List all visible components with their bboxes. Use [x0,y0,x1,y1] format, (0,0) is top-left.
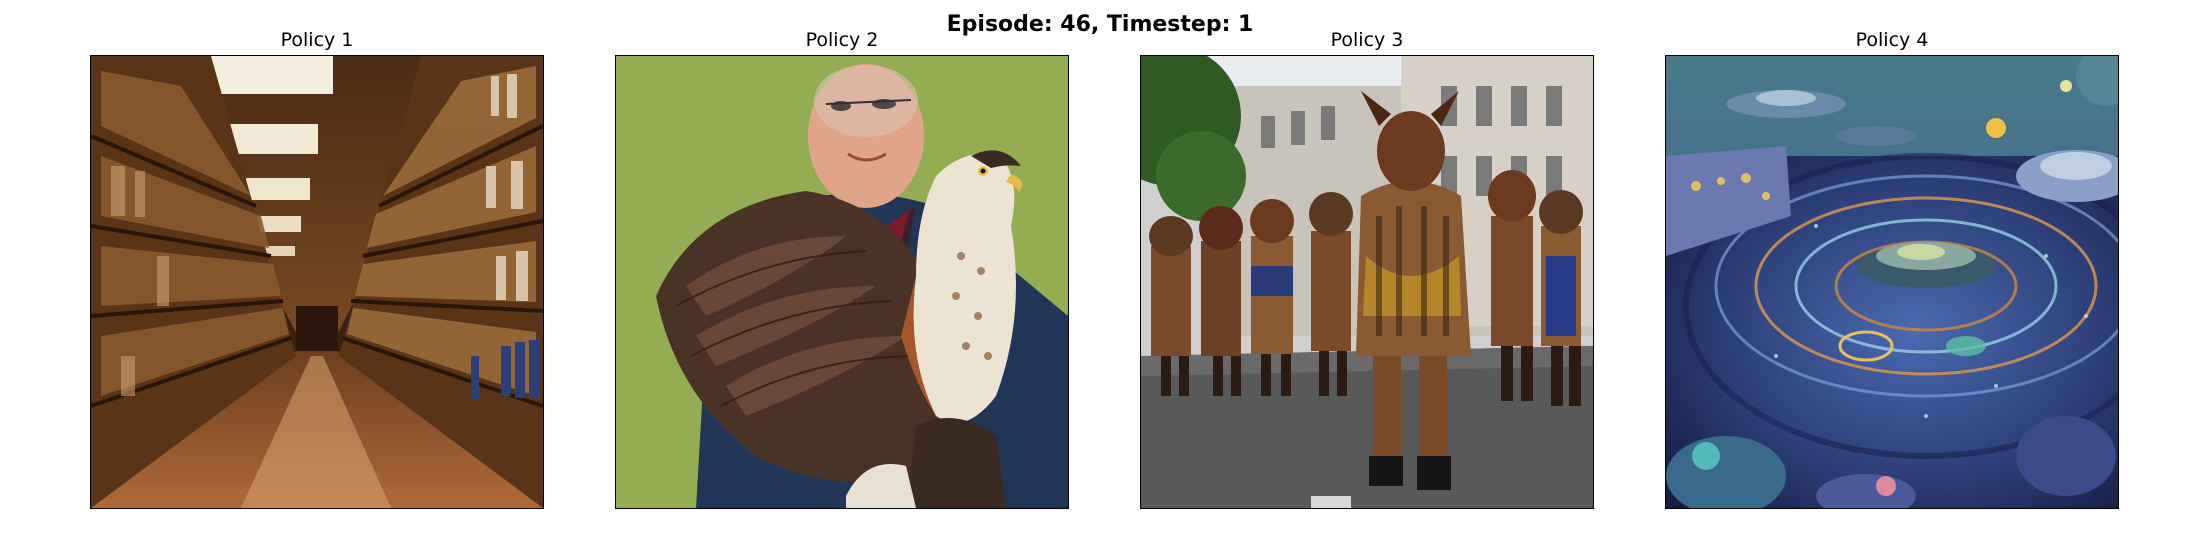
panel-title-policy-1: Policy 1 [280,29,354,51]
panel-policy-3: Policy 3 [1140,28,1594,509]
image-frame-policy-4 [1665,55,2119,509]
panel-policy-4: Policy 4 [1665,28,2119,509]
panel-title-policy-2: Policy 2 [805,29,879,51]
panel-policy-2: Policy 2 [615,28,1069,509]
spaceship-scene-image [1666,56,2118,508]
figure-title: Episode: 46, Timestep: 1 [946,12,1254,37]
parade-marchers-image [1141,56,1593,508]
image-frame-policy-1 [90,55,544,509]
library-aisle-image [91,56,543,508]
image-frame-policy-2 [615,55,1069,509]
man-with-hawks-image [616,56,1068,508]
image-frame-policy-3 [1140,55,1594,509]
panel-title-policy-3: Policy 3 [1330,29,1404,51]
panel-title-policy-4: Policy 4 [1855,29,1929,51]
panel-policy-1: Policy 1 [90,28,544,509]
